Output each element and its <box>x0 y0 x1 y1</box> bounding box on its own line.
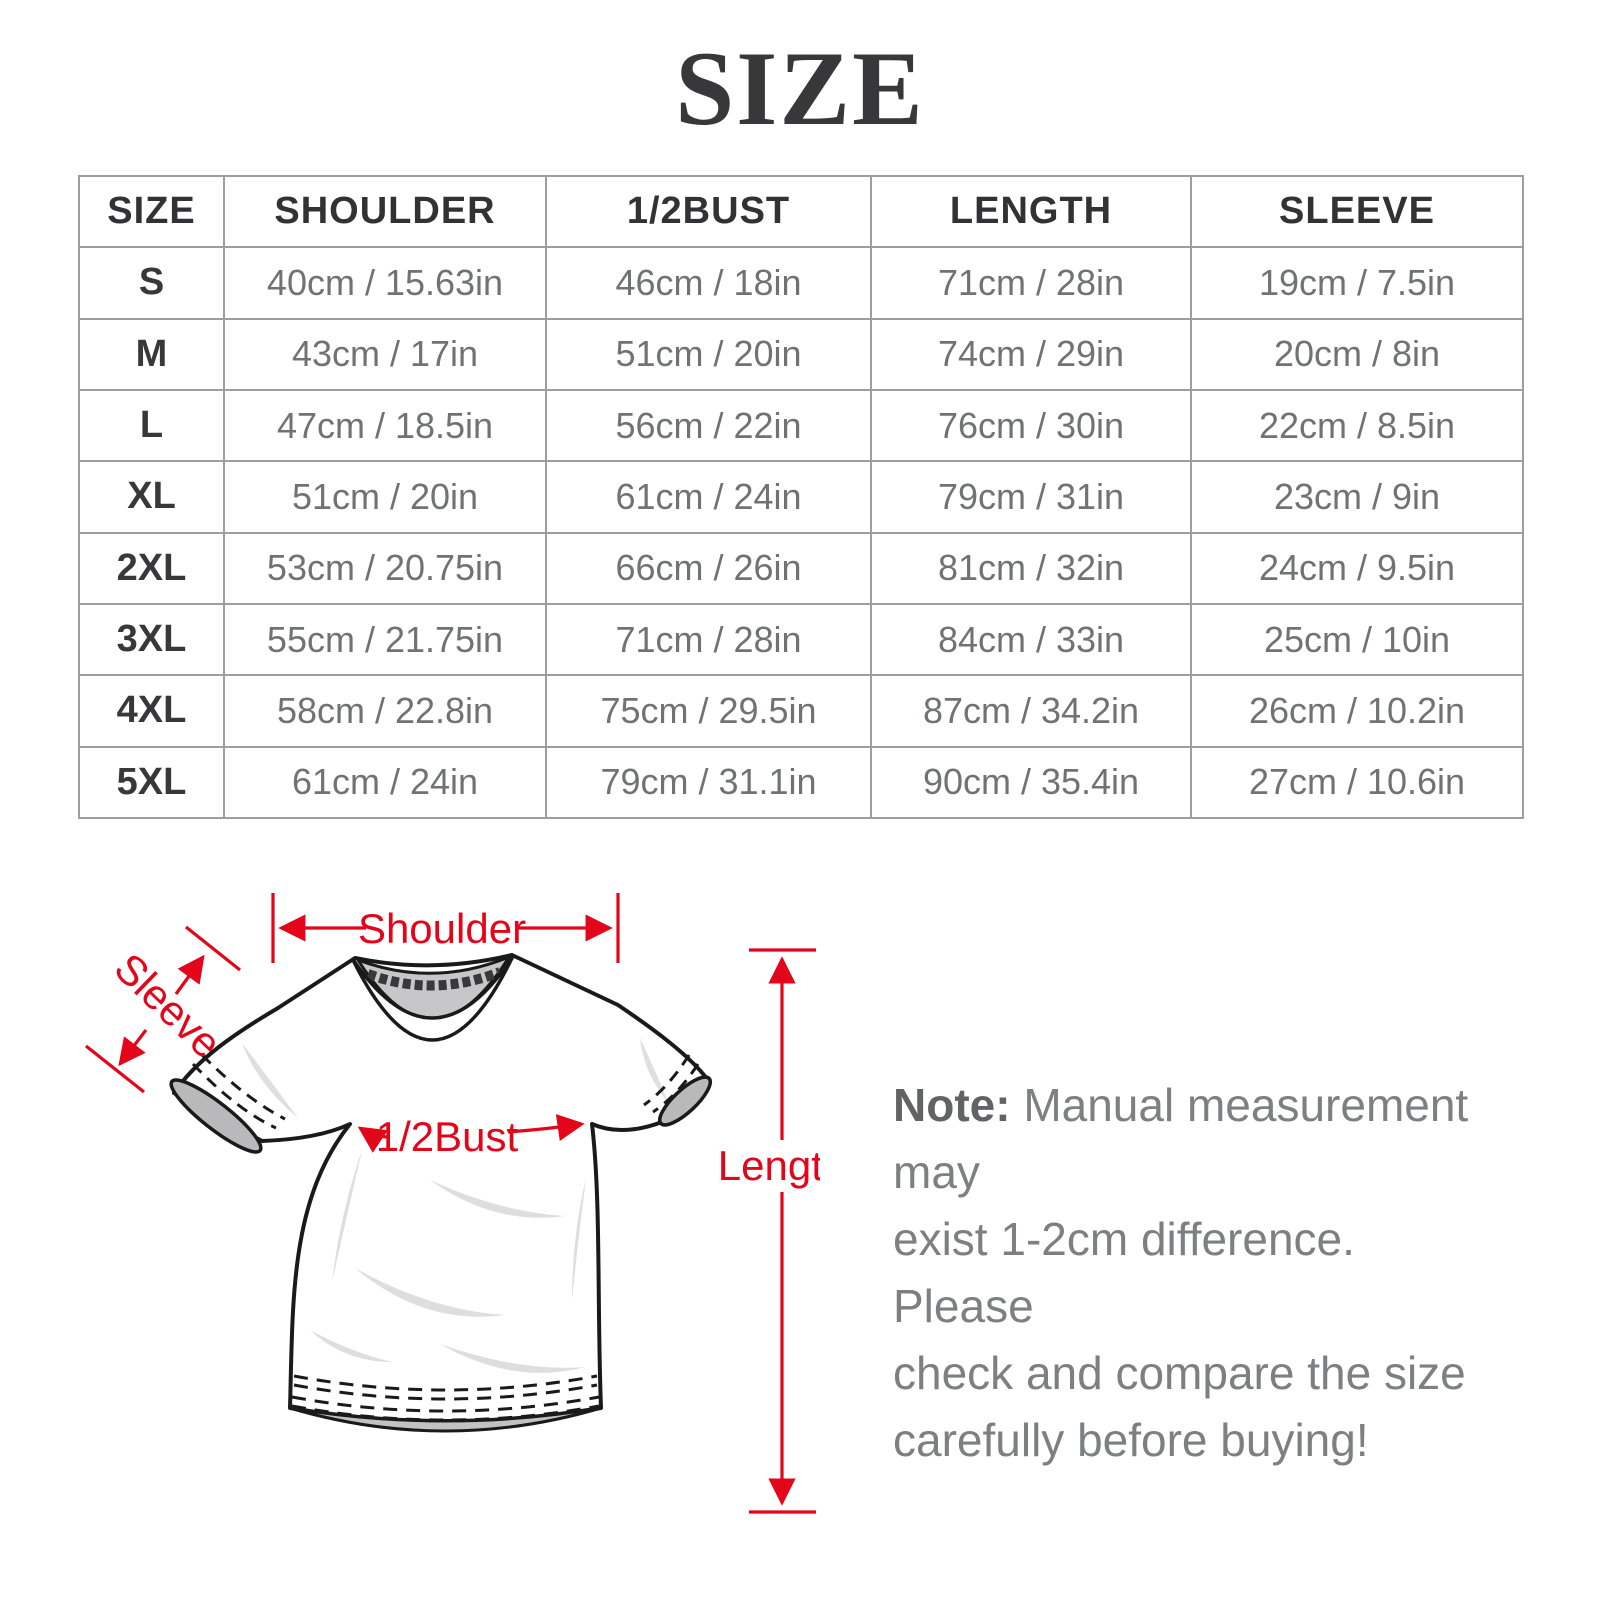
sleeve-value: 25cm / 10in <box>1190 602 1524 677</box>
shoulder-value: 47cm / 18.5in <box>223 388 547 463</box>
length-value: 90cm / 35.4in <box>870 745 1192 820</box>
tshirt-illustration <box>169 953 713 1433</box>
sleeve-lower-tick <box>85 1044 145 1094</box>
collar <box>350 953 515 1042</box>
column-header-sleeve: SLEEVE <box>1190 174 1524 249</box>
table-row-xl: XL 51cm / 20in 61cm / 24in 79cm / 31in 2… <box>78 460 1524 534</box>
right-sleeve-cuff <box>657 1075 713 1127</box>
shoulder-value: 58cm / 22.8in <box>223 674 547 748</box>
shoulder-value: 40cm / 15.63in <box>223 246 547 320</box>
length-value: 87cm / 34.2in <box>870 674 1192 748</box>
half-bust-value: 56cm / 22in <box>545 388 872 463</box>
bust-left-arrow <box>357 1126 389 1153</box>
table-row-m: M 43cm / 17in 51cm / 20in 74cm / 29in 20… <box>78 317 1524 391</box>
size-label: 4XL <box>78 674 225 748</box>
shoulder-value: 51cm / 20in <box>223 460 547 534</box>
note-line: carefully before buying! <box>893 1414 1369 1466</box>
length-dimension-label: Length <box>718 1142 820 1189</box>
bust-right-arrow <box>507 1114 585 1142</box>
sleeve-value: 27cm / 10.6in <box>1190 745 1524 820</box>
column-header-size: SIZE <box>78 174 225 249</box>
left-sleeve-cuff <box>169 1078 263 1154</box>
length-value: 84cm / 33in <box>870 602 1192 677</box>
table-row-3xl: 3XL 55cm / 21.75in 71cm / 28in 84cm / 33… <box>78 602 1524 677</box>
shoulder-value: 43cm / 17in <box>223 317 547 391</box>
table-row-4xl: 4XL 58cm / 22.8in 75cm / 29.5in 87cm / 3… <box>78 674 1524 748</box>
size-label: 3XL <box>78 602 225 677</box>
length-value: 79cm / 31in <box>870 460 1192 534</box>
length-value: 76cm / 30in <box>870 388 1192 463</box>
sleeve-lower-arrow <box>118 1029 148 1067</box>
shoulder-value: 53cm / 20.75in <box>223 531 547 605</box>
half-bust-value: 79cm / 31.1in <box>545 745 872 820</box>
shoulder-dimension: Shoulder <box>271 893 620 963</box>
size-label: S <box>78 246 225 320</box>
table-header-row: SIZE SHOULDER 1/2BUST LENGTH SLEEVE <box>78 174 1524 249</box>
sleeve-value: 23cm / 9in <box>1190 460 1524 534</box>
hem-stitching <box>291 1374 600 1422</box>
size-label: 5XL <box>78 745 225 820</box>
cuff-stitching <box>191 1053 700 1130</box>
column-header-half-bust: 1/2BUST <box>545 174 872 249</box>
sleeve-value: 19cm / 7.5in <box>1190 246 1524 320</box>
length-value: 71cm / 28in <box>870 246 1192 320</box>
table-row-5xl: 5XL 61cm / 24in 79cm / 31.1in 90cm / 35.… <box>78 745 1524 820</box>
size-label: L <box>78 388 225 463</box>
shoulder-value: 55cm / 21.75in <box>223 602 547 677</box>
column-header-shoulder: SHOULDER <box>223 174 547 249</box>
tshirt-measurement-diagram: Shoulder Sleeve 1/2Bust Length <box>85 893 820 1514</box>
sleeve-value: 22cm / 8.5in <box>1190 388 1524 463</box>
length-value: 81cm / 32in <box>870 531 1192 605</box>
half-bust-value: 61cm / 24in <box>545 460 872 534</box>
sleeve-value: 26cm / 10.2in <box>1190 674 1524 748</box>
half-bust-value: 46cm / 18in <box>545 246 872 320</box>
page-title: SIZE <box>675 30 925 147</box>
size-label: 2XL <box>78 531 225 605</box>
table-row-l: L 47cm / 18.5in 56cm / 22in 76cm / 30in … <box>78 388 1524 463</box>
note-prefix: Note: <box>893 1079 1011 1131</box>
note-text: Note: Manual measurement may exist 1-2cm… <box>893 1072 1493 1474</box>
column-header-length: LENGTH <box>870 174 1192 249</box>
bust-dimension: 1/2Bust <box>357 1113 585 1160</box>
table-row-s: S 40cm / 15.63in 46cm / 18in 71cm / 28in… <box>78 246 1524 320</box>
collar-stitching <box>366 967 502 991</box>
table-row-2xl: 2XL 53cm / 20.75in 66cm / 26in 81cm / 32… <box>78 531 1524 605</box>
note-line: Note: Manual measurement may <box>893 1079 1469 1198</box>
collar-band <box>350 955 515 1042</box>
note-line: exist 1-2cm difference. Please <box>893 1213 1355 1332</box>
size-label: M <box>78 317 225 391</box>
size-label: XL <box>78 460 225 534</box>
sleeve-upper-arrow <box>174 954 205 995</box>
sleeve-value: 24cm / 9.5in <box>1190 531 1524 605</box>
half-bust-value: 51cm / 20in <box>545 317 872 391</box>
half-bust-value: 75cm / 29.5in <box>545 674 872 748</box>
size-table: SIZE SHOULDER 1/2BUST LENGTH SLEEVE S 40… <box>78 174 1524 820</box>
length-value: 74cm / 29in <box>870 317 1192 391</box>
bust-dimension-label: 1/2Bust <box>376 1113 519 1160</box>
wrinkle-shading <box>242 1038 668 1373</box>
half-bust-value: 71cm / 28in <box>545 602 872 677</box>
sleeve-dimension-label: Sleeve <box>106 944 231 1067</box>
sleeve-value: 20cm / 8in <box>1190 317 1524 391</box>
half-bust-value: 66cm / 26in <box>545 531 872 605</box>
sleeve-upper-tick <box>185 925 241 972</box>
length-dimension: Length <box>718 948 820 1514</box>
shoulder-dimension-label: Shoulder <box>358 905 526 952</box>
note-line: check and compare the size <box>893 1347 1466 1399</box>
shoulder-value: 61cm / 24in <box>223 745 547 820</box>
